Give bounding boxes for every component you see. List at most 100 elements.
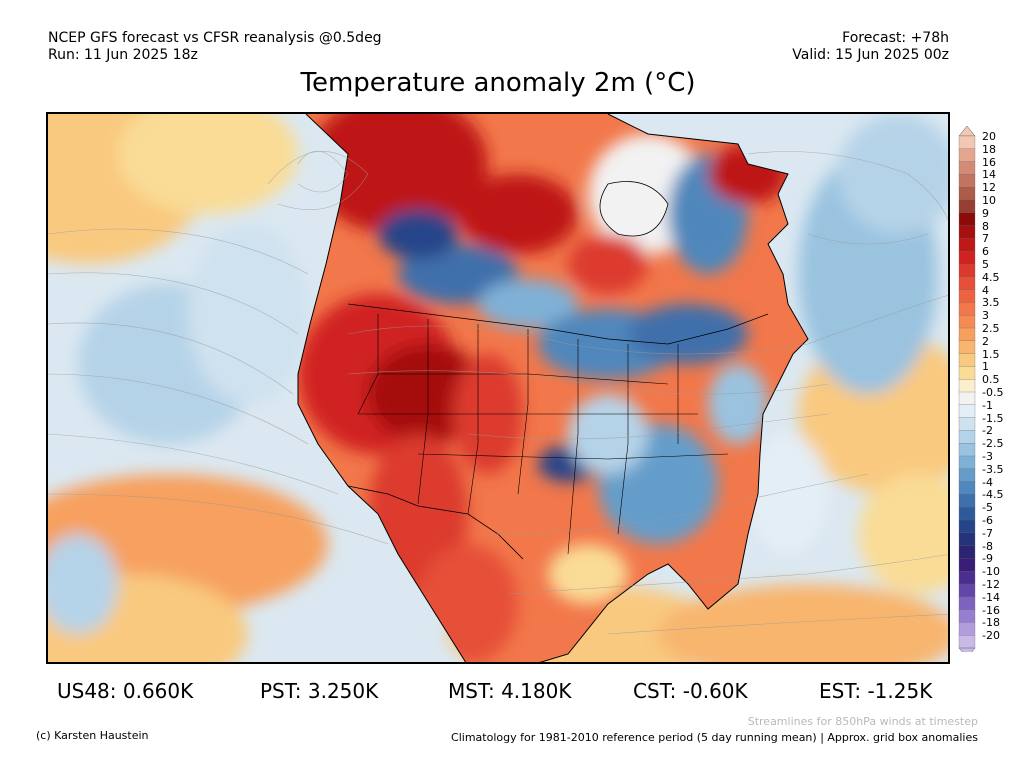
colorbar-swatch: [958, 148, 976, 163]
colorbar-label: 9: [982, 206, 989, 220]
colorbar-label: -0.5: [982, 386, 1004, 399]
colorbar-swatch: [958, 583, 976, 598]
colorbar-swatch: [958, 622, 976, 636]
anomaly-mst: MST: 4.180K: [448, 679, 572, 703]
colorbar-label: -5: [982, 501, 993, 515]
streamlines: [48, 150, 948, 635]
colorbar-swatch: [958, 225, 976, 239]
colorbar-swatch: [958, 135, 976, 150]
colorbar-label: 5: [982, 258, 989, 271]
colorbar-swatch: [958, 340, 976, 355]
colorbar-label: 1.5: [982, 347, 1000, 361]
ocean-anomaly-field: [48, 114, 948, 662]
colorbar-swatch: [958, 379, 976, 393]
colorbar-swatch: [958, 494, 976, 508]
colorbar-swatch: [958, 366, 976, 380]
colorbar-label: 20: [982, 130, 996, 143]
colorbar-label: 4.5: [982, 270, 1000, 284]
colorbar-label: 6: [982, 245, 989, 259]
colorbar-swatch: [958, 315, 976, 329]
colorbar-label: -6: [982, 514, 993, 527]
colorbar-label: -1.5: [982, 411, 1004, 425]
colorbar-label: 12: [982, 181, 996, 195]
colorbar-swatch: [958, 481, 976, 495]
valid-time: Valid: 15 Jun 2025 00z: [792, 47, 949, 63]
colorbar-label: 7: [982, 232, 989, 246]
anomaly-cst: CST: -0.60K: [633, 679, 748, 703]
colorbar-swatch: [958, 609, 976, 623]
colorbar-label: -20: [982, 629, 1000, 643]
colorbar-swatch: [958, 443, 976, 457]
anomaly-map-graphic: [48, 114, 948, 662]
colorbar-swatch: [958, 455, 976, 470]
colorbar-swatch: [958, 289, 976, 303]
anomaly-pst: PST: 3.250K: [260, 679, 379, 703]
map-title: Temperature anomaly 2m (°C): [300, 68, 696, 98]
anomaly-map: [46, 112, 950, 664]
colorbar-swatch: [958, 199, 976, 214]
colorbar-label: -4.5: [982, 488, 1004, 502]
colorbar-label: 10: [982, 194, 996, 207]
anomaly-us48: US48: 0.660K: [57, 679, 194, 703]
colorbar-swatch: [958, 519, 976, 534]
colorbar-label: 8: [982, 219, 989, 233]
colorbar-swatch: [958, 302, 976, 316]
colorbar-swatch: [958, 468, 976, 483]
hudson-bay: [599, 181, 669, 237]
colorbar-label: -3: [982, 450, 993, 463]
model-description: NCEP GFS forecast vs CFSR reanalysis @0.…: [48, 30, 382, 46]
colorbar-swatch: [958, 532, 976, 547]
colorbar-label: -9: [982, 552, 993, 566]
colorbar: [958, 126, 976, 652]
colorbar-swatch: [958, 263, 976, 278]
run-time: Run: 11 Jun 2025 18z: [48, 47, 198, 63]
colorbar-label: 3.5: [982, 296, 1000, 310]
colorbar-swatch: [958, 353, 976, 367]
colorbar-swatch: [958, 212, 976, 227]
colorbar-label: 4: [982, 283, 989, 297]
colorbar-swatch: [958, 238, 976, 252]
colorbar-label: 3: [982, 309, 989, 323]
coastline: [297, 114, 809, 662]
colorbar-swatch: [958, 430, 976, 444]
colorbar-swatch: [958, 507, 976, 521]
colorbar-label: 1: [982, 360, 989, 374]
anomaly-est: EST: -1.25K: [819, 679, 933, 703]
colorbar-label: -10: [982, 565, 1000, 579]
colorbar-swatch: [958, 251, 976, 265]
regional-anomalies: US48: 0.660K PST: 3.250K MST: 4.180K CST…: [0, 679, 1024, 705]
colorbar-label: 14: [982, 168, 996, 182]
streamlines-note: Streamlines for 850hPa winds at timestep: [747, 715, 978, 728]
colorbar-swatch: [958, 417, 976, 431]
colorbar-label: -4: [982, 475, 993, 489]
climatology-note: Climatology for 1981-2010 reference peri…: [451, 731, 978, 744]
colorbar-label: -18: [982, 616, 1000, 630]
credit: (c) Karsten Haustein: [36, 729, 149, 742]
colorbar-swatch: [958, 635, 976, 649]
colorbar-label: 2.5: [982, 322, 1000, 335]
colorbar-label: -2.5: [982, 437, 1004, 451]
us-mexico-border: [347, 485, 524, 560]
colorbar-swatch: [958, 187, 976, 201]
us-canada-border: [347, 303, 769, 345]
colorbar-swatch: [958, 161, 976, 175]
colorbar-label: -1: [982, 398, 993, 412]
colorbar-label: 0.5: [982, 373, 1000, 387]
state-borders: [357, 314, 729, 555]
colorbar-label: 18: [982, 142, 996, 156]
colorbar-top-arrow: [958, 126, 976, 137]
colorbar-label: 16: [982, 155, 996, 169]
colorbar-label: -3.5: [982, 462, 1004, 476]
colorbar-label: 2: [982, 334, 989, 348]
colorbar-swatch: [958, 571, 976, 585]
colorbar-swatch: [958, 276, 976, 291]
colorbar-swatch: [958, 391, 976, 406]
colorbar-swatch: [958, 596, 976, 611]
colorbar-bottom-arrow: [958, 647, 976, 652]
colorbar-swatch: [958, 558, 976, 572]
header-right: Forecast: +78h Valid: 15 Jun 2025 00z: [792, 30, 949, 64]
colorbar-label: -7: [982, 526, 993, 540]
forecast-hour: Forecast: +78h: [842, 30, 949, 46]
colorbar-swatch: [958, 327, 976, 342]
colorbar-swatch: [958, 174, 976, 188]
